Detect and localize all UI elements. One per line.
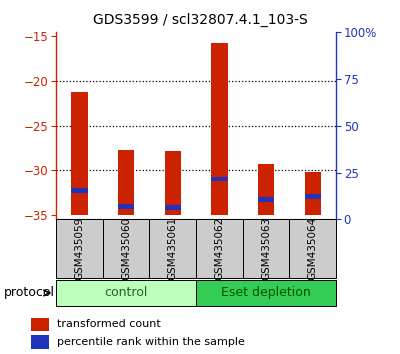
Text: GSM435059: GSM435059 bbox=[74, 217, 84, 280]
Text: control: control bbox=[104, 286, 148, 299]
Text: GSM435064: GSM435064 bbox=[308, 217, 318, 280]
Bar bbox=[243, 219, 289, 278]
Bar bbox=[211, 177, 228, 181]
Bar bbox=[56, 219, 103, 278]
Text: GSM435063: GSM435063 bbox=[261, 217, 271, 280]
Bar bbox=[196, 219, 243, 278]
Text: Eset depletion: Eset depletion bbox=[221, 286, 311, 299]
Bar bbox=[56, 280, 196, 306]
Bar bbox=[258, 197, 274, 202]
Bar bbox=[71, 188, 88, 193]
Bar bbox=[31, 318, 50, 331]
Text: protocol: protocol bbox=[4, 286, 55, 299]
Text: GSM435060: GSM435060 bbox=[121, 217, 131, 280]
Bar bbox=[304, 172, 321, 215]
Bar bbox=[71, 92, 88, 215]
Text: percentile rank within the sample: percentile rank within the sample bbox=[57, 337, 245, 347]
Text: GDS3599 / scl32807.4.1_103-S: GDS3599 / scl32807.4.1_103-S bbox=[93, 12, 307, 27]
Text: GSM435062: GSM435062 bbox=[214, 217, 224, 280]
Bar bbox=[118, 204, 134, 209]
Text: GSM435061: GSM435061 bbox=[168, 217, 178, 280]
Text: transformed count: transformed count bbox=[57, 319, 160, 329]
Bar bbox=[118, 150, 134, 215]
Bar bbox=[164, 205, 181, 210]
Bar bbox=[304, 194, 321, 199]
Bar bbox=[289, 219, 336, 278]
Bar bbox=[164, 151, 181, 215]
Bar bbox=[196, 280, 336, 306]
Bar bbox=[103, 219, 149, 278]
Bar bbox=[31, 335, 50, 349]
Bar bbox=[149, 219, 196, 278]
Bar bbox=[211, 42, 228, 215]
Bar bbox=[258, 164, 274, 215]
